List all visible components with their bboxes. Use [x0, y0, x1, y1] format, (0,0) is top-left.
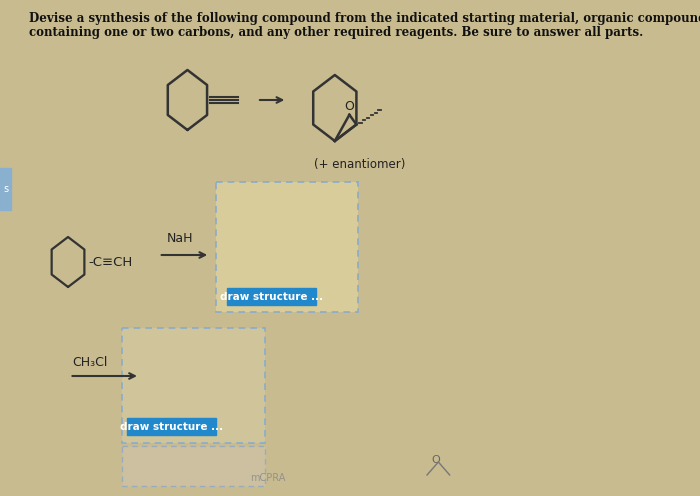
- Bar: [216, 182, 358, 312]
- Text: CH₃Cl: CH₃Cl: [72, 356, 107, 369]
- Text: draw structure ...: draw structure ...: [220, 292, 323, 302]
- Text: mCPRA: mCPRA: [251, 473, 286, 483]
- Text: (+ enantiomer): (+ enantiomer): [314, 158, 405, 171]
- Text: NaH: NaH: [167, 232, 193, 245]
- Bar: [0, 168, 10, 210]
- Text: -C≡CH: -C≡CH: [88, 255, 133, 268]
- Text: containing one or two carbons, and any other required reagents. Be sure to answe: containing one or two carbons, and any o…: [29, 26, 643, 39]
- Bar: [122, 328, 265, 443]
- Bar: [227, 288, 316, 305]
- Text: draw structure ...: draw structure ...: [120, 422, 223, 432]
- Text: Devise a synthesis of the following compound from the indicated starting materia: Devise a synthesis of the following comp…: [29, 12, 700, 25]
- Text: s: s: [3, 184, 8, 194]
- Bar: [122, 446, 265, 486]
- Text: O: O: [344, 100, 354, 113]
- Text: O: O: [432, 455, 440, 465]
- Bar: [127, 418, 216, 435]
